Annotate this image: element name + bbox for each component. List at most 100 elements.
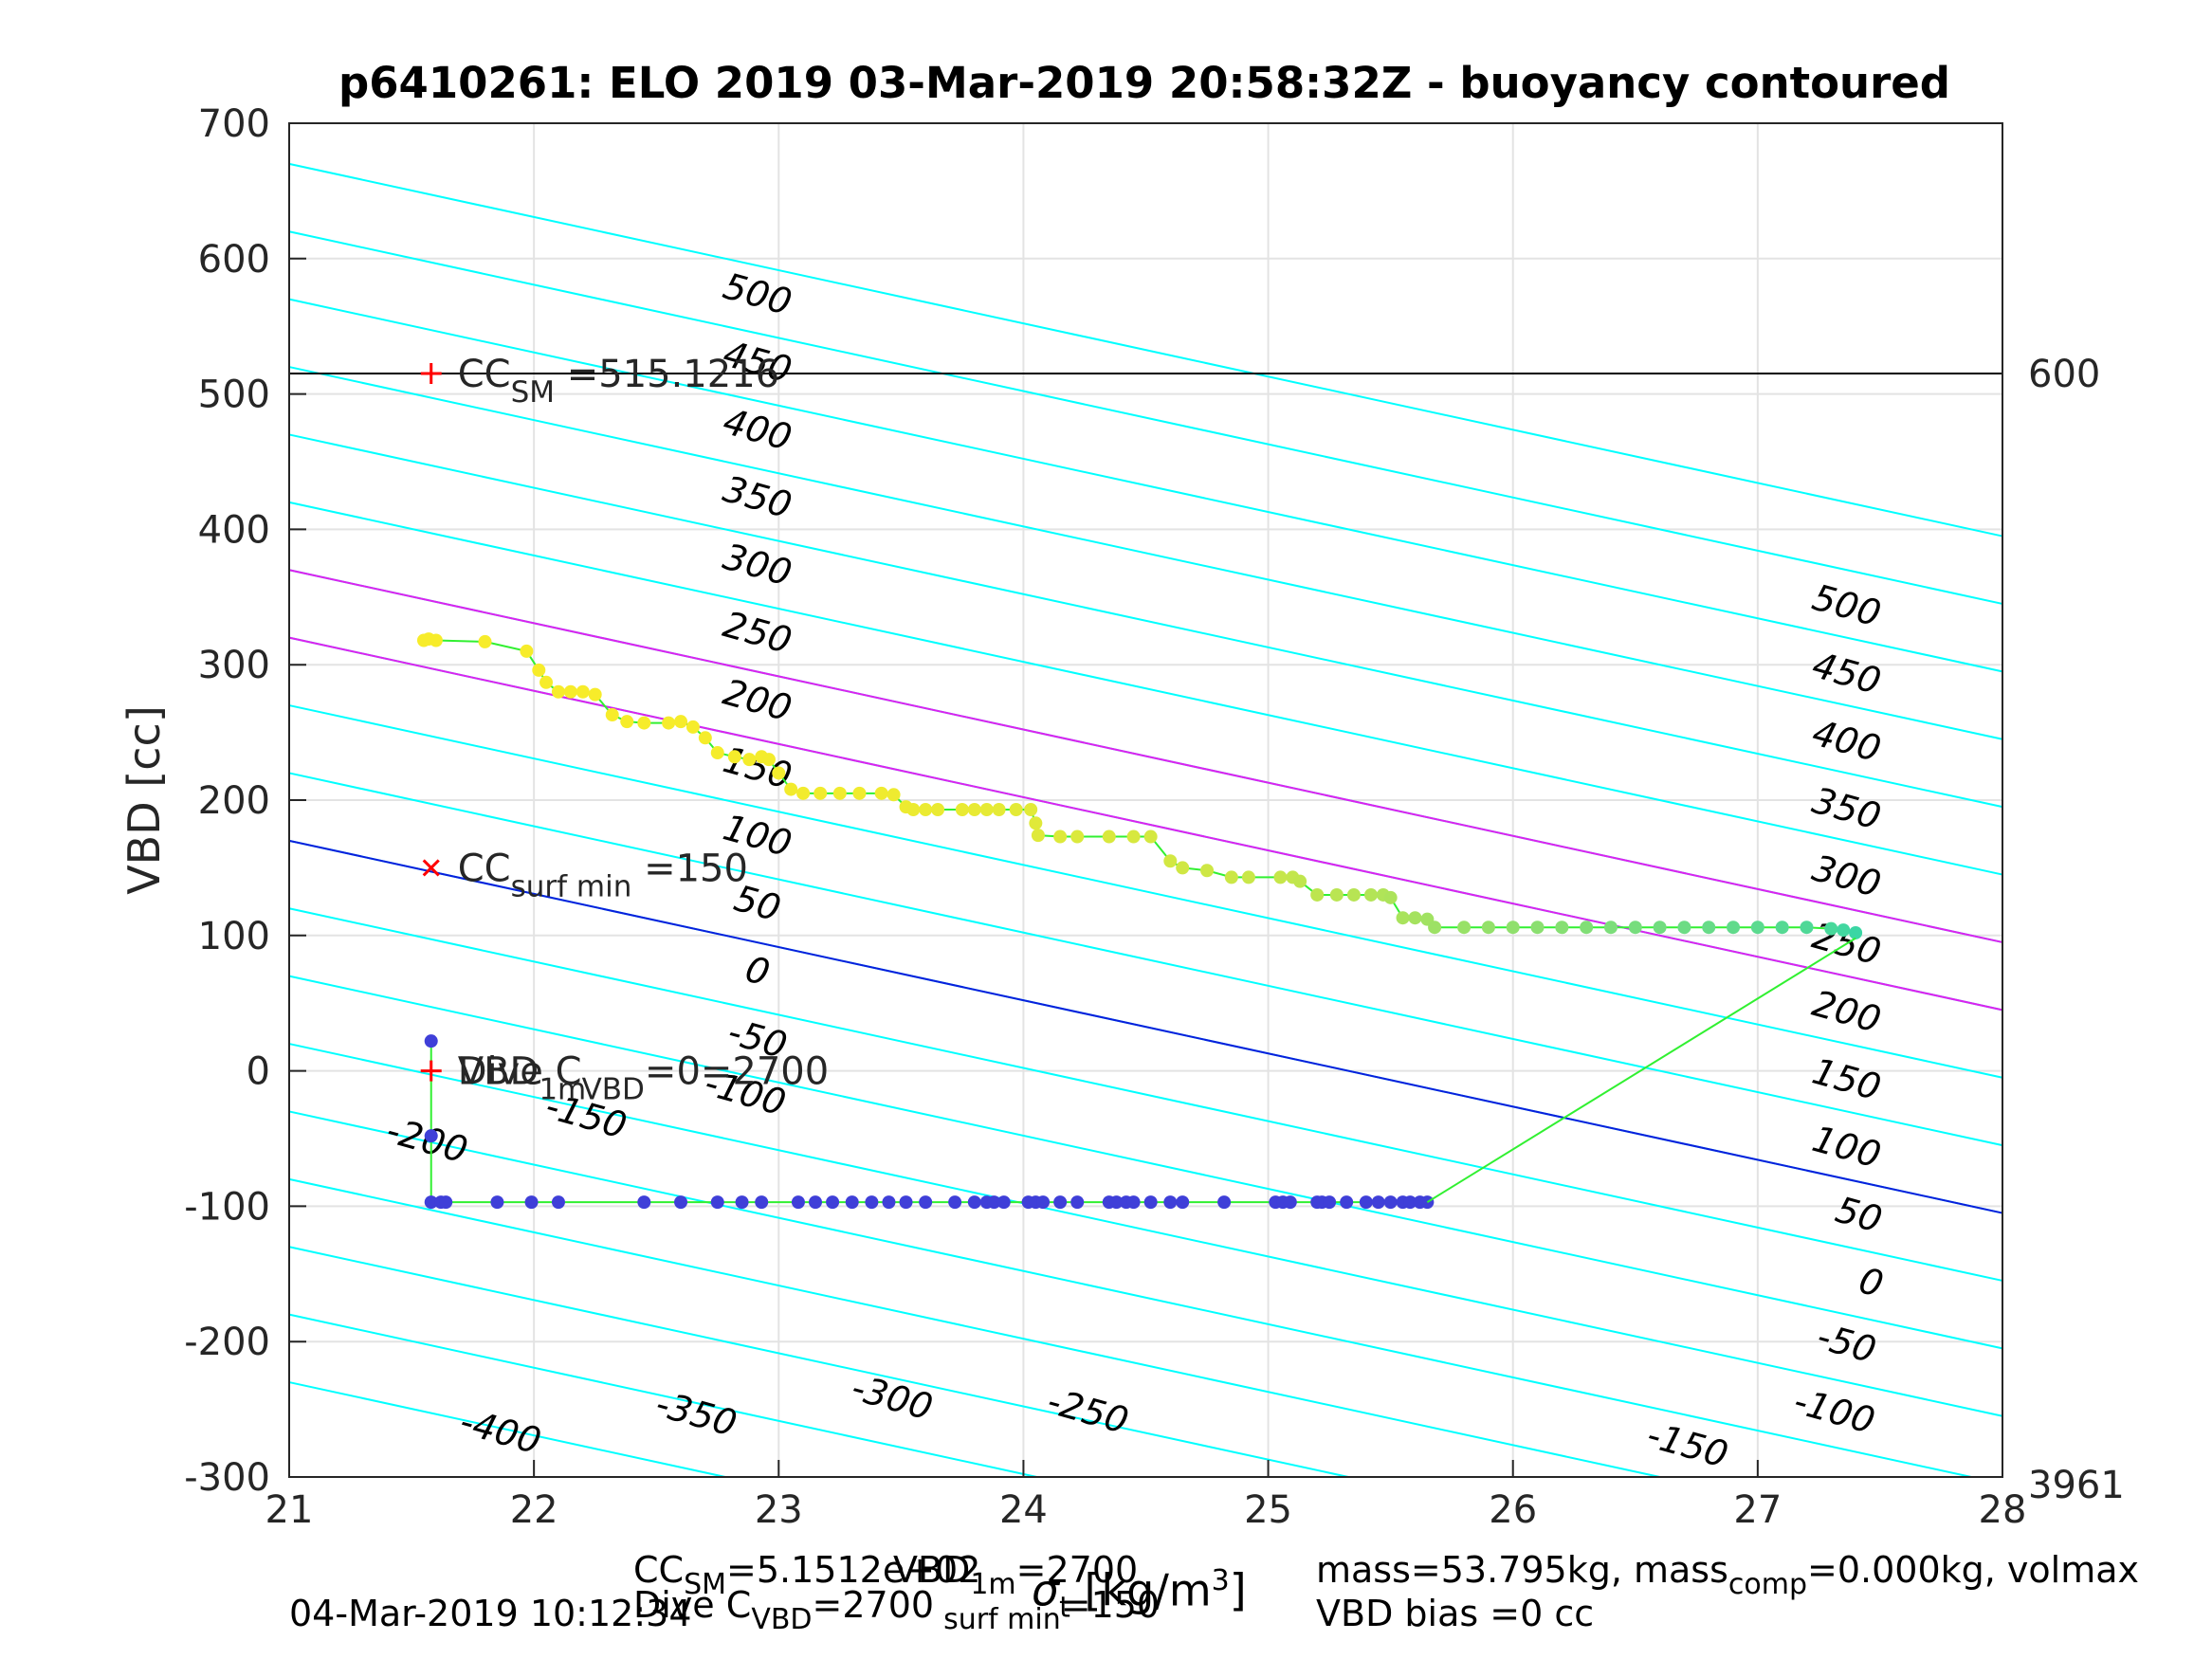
- point-dive-41: [1283, 1195, 1297, 1210]
- y-tick-label-5: 200: [198, 779, 270, 823]
- footer-dive-c: Dive CVBD=2700: [633, 1587, 934, 1634]
- contour-magenta-1: [288, 636, 2003, 1012]
- point-climb-50: [1200, 864, 1215, 878]
- series-line-transition: [1426, 937, 1856, 1203]
- point-climb-15: [674, 715, 688, 729]
- footer-cc-sm: CCSM=5.1512e+02: [633, 1552, 980, 1599]
- point-climb-53: [1273, 870, 1288, 884]
- contour-label-left-16: -300: [847, 1366, 937, 1428]
- point-climb-48: [1163, 854, 1178, 868]
- y-tick-label-3: 0: [247, 1050, 270, 1094]
- point-climb-30: [887, 788, 901, 802]
- point-climb-25: [796, 786, 811, 800]
- right-annotations: 600 3961: [2028, 353, 2125, 1507]
- point-climb-75: [1677, 921, 1691, 935]
- point-climb-36: [967, 802, 981, 816]
- contour-label-right-2: 400: [1808, 712, 1886, 771]
- point-climb-70: [1555, 921, 1569, 935]
- contour-cyan-4: [288, 1110, 1972, 1478]
- mass-tail: =0.000kg, volmax: [1807, 1549, 2140, 1591]
- point-dive-17: [865, 1195, 879, 1210]
- point-climb-33: [919, 802, 933, 816]
- point-climb-72: [1603, 921, 1618, 935]
- y-tick-label-10: 700: [198, 102, 270, 146]
- point-climb-42: [1031, 829, 1045, 843]
- point-climb-18: [710, 746, 724, 760]
- vbd-bias-text: VBD bias =0 cc: [1316, 1593, 1595, 1634]
- point-dive-38: [1217, 1195, 1232, 1210]
- contour-label-right-1: 450: [1808, 644, 1886, 702]
- point-climb-46: [1126, 830, 1141, 844]
- x-tick-label-3: 24: [999, 1488, 1048, 1532]
- point-climb-62: [1396, 911, 1410, 925]
- point-climb-13: [637, 716, 651, 730]
- point-dive-19: [899, 1195, 913, 1210]
- point-dive-37: [1176, 1195, 1190, 1210]
- x-axis-label-unit: [kg/m: [1084, 1564, 1212, 1616]
- point-climb-28: [852, 786, 867, 800]
- point-dive-22: [967, 1195, 981, 1210]
- y-tick-label-2: -100: [184, 1185, 270, 1229]
- point-dive-18: [882, 1195, 896, 1210]
- point-dive-0: [424, 1034, 438, 1048]
- point-climb-66: [1457, 921, 1472, 935]
- point-climb-61: [1383, 890, 1398, 904]
- point-climb-77: [1727, 921, 1741, 935]
- right-annotation-1: 3961: [2028, 1464, 2125, 1507]
- point-dive-34: [1126, 1195, 1141, 1210]
- point-climb-43: [1053, 830, 1068, 844]
- point-climb-79: [1775, 921, 1789, 935]
- point-climb-29: [874, 786, 888, 800]
- contour-label-left-0: 500: [719, 264, 796, 323]
- point-climb-73: [1628, 921, 1642, 935]
- y-tick-label-1: -200: [184, 1321, 270, 1364]
- y-axis-label: VBD [cc]: [119, 705, 170, 895]
- x-tick-label-0: 21: [265, 1488, 314, 1532]
- point-climb-80: [1800, 921, 1814, 935]
- point-climb-14: [662, 716, 676, 730]
- point-climb-55: [1293, 874, 1307, 888]
- point-climb-34: [931, 802, 945, 816]
- x-tick-label-1: 22: [510, 1488, 558, 1532]
- contour-cyan-7: [288, 907, 2003, 1282]
- footer-cc-surf-min-value: =150: [1060, 1584, 1161, 1626]
- point-dive-9: [674, 1195, 688, 1210]
- point-climb-3: [478, 634, 492, 648]
- point-climb-16: [686, 720, 700, 734]
- footer-vbd-1m-value: =2700: [1015, 1549, 1139, 1591]
- point-dive-48: [1383, 1195, 1398, 1210]
- x-tick-label-4: 25: [1244, 1488, 1292, 1532]
- footer-vbd-1m-sub: 1m: [970, 1568, 1016, 1601]
- point-climb-57: [1329, 887, 1344, 902]
- point-climb-22: [761, 753, 776, 767]
- point-climb-27: [832, 786, 847, 800]
- point-climb-4: [520, 644, 534, 658]
- y-tick-label-7: 400: [198, 508, 270, 552]
- x-axis-label-symbol: σ: [1032, 1564, 1060, 1616]
- contour-label-left-3: 350: [719, 468, 796, 527]
- point-climb-47: [1143, 830, 1158, 844]
- contour-cyan-16: [288, 298, 2003, 673]
- contour-label-right-11: -50: [1813, 1315, 1881, 1371]
- point-dive-14: [809, 1195, 823, 1210]
- contour-magenta-0: [288, 569, 2003, 943]
- data-series: [416, 632, 1863, 1210]
- marker-label-2: VBD1m: [458, 1050, 587, 1107]
- y-tick-label-0: -300: [184, 1456, 270, 1500]
- footer-cc-sm-sub: SM: [684, 1568, 727, 1601]
- point-climb-69: [1530, 921, 1545, 935]
- buoyancy-contours: [288, 162, 2003, 1478]
- point-climb-20: [742, 753, 757, 767]
- contour-cyan-13: [288, 501, 2003, 876]
- point-dive-44: [1323, 1195, 1337, 1210]
- mass-text: mass=53.795kg, mass: [1316, 1549, 1728, 1591]
- y-tick-label-6: 300: [198, 644, 270, 687]
- y-tick-label-4: 100: [198, 915, 270, 958]
- contour-label-right-12: -100: [1789, 1380, 1879, 1442]
- x-tick-label-5: 26: [1489, 1488, 1537, 1532]
- contour-cyan-9: [288, 772, 2003, 1147]
- point-climb-51: [1224, 870, 1238, 884]
- footer-cc-sm-name: CC: [633, 1549, 685, 1591]
- footer-cc-surf-min-sub: surf min: [943, 1603, 1061, 1636]
- point-climb-32: [906, 802, 921, 816]
